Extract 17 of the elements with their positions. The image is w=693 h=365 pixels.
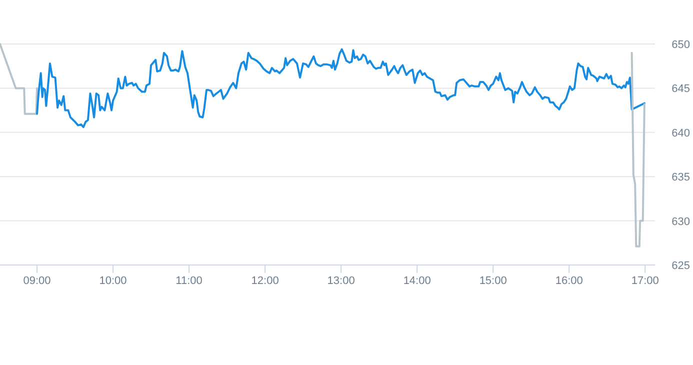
x-tick-label: 13:00 bbox=[327, 275, 355, 287]
y-tick-label: 650 bbox=[672, 39, 690, 51]
x-tick-label: 15:00 bbox=[479, 275, 507, 287]
x-tick-label: 10:00 bbox=[99, 275, 127, 287]
line-series bbox=[630, 52, 646, 248]
y-tick-label: 635 bbox=[672, 172, 690, 184]
x-tick-label: 14:00 bbox=[403, 275, 431, 287]
x-tick-label: 17:00 bbox=[631, 275, 659, 287]
y-tick-label: 630 bbox=[672, 216, 690, 228]
y-tick-label: 640 bbox=[672, 127, 690, 140]
x-tick-label: 16:00 bbox=[555, 275, 583, 287]
x-tick-label: 12:00 bbox=[251, 275, 279, 287]
y-tick-label: 625 bbox=[672, 260, 690, 272]
y-tick-label: 645 bbox=[672, 83, 690, 96]
x-tick-label: 09:00 bbox=[23, 275, 51, 287]
line-series bbox=[36, 48, 646, 128]
x-tick-label: 11:00 bbox=[176, 275, 202, 287]
